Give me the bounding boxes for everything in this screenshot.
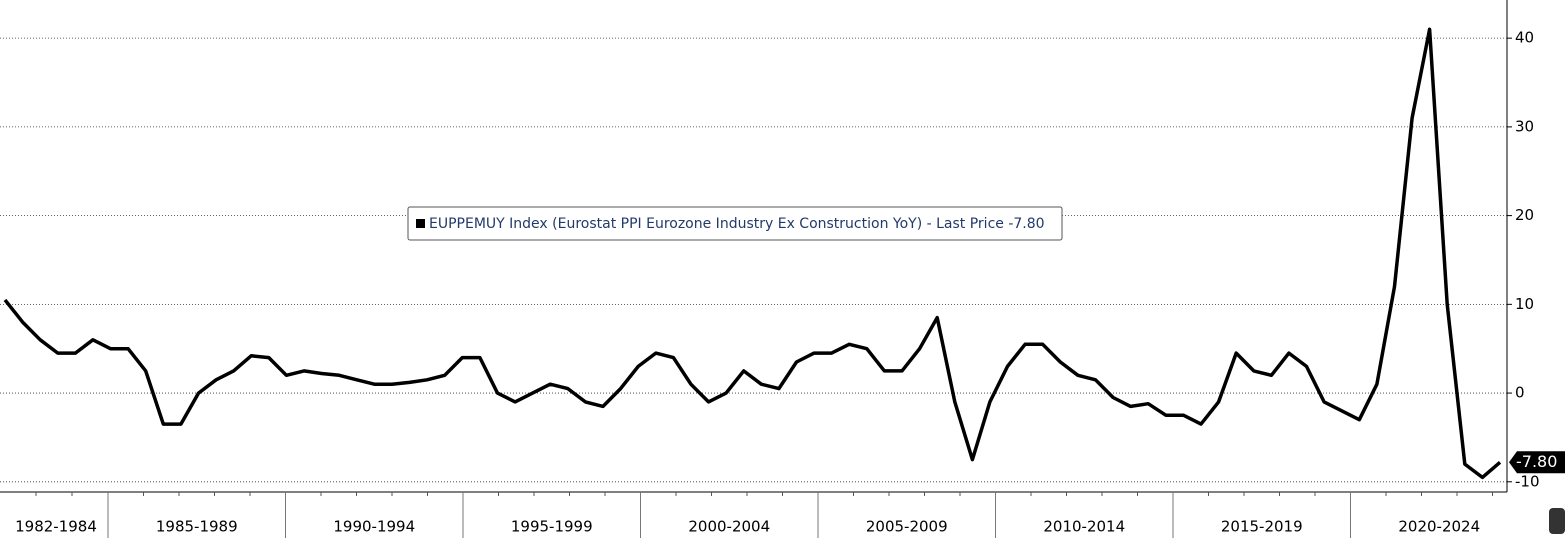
x-tick-label: 2015-2019 xyxy=(1221,518,1303,536)
x-tick-label: 2010-2014 xyxy=(1043,518,1125,536)
legend: EUPPEMUY Index (Eurostat PPI Eurozone In… xyxy=(407,206,1063,241)
y-tick-label: 20 xyxy=(1515,206,1534,224)
x-tick-label: 1985-1989 xyxy=(156,518,238,536)
x-tick-label: 1982-1984 xyxy=(15,518,97,536)
legend-swatch xyxy=(416,219,425,228)
y-tick-label: 10 xyxy=(1515,295,1534,313)
last-price-tag xyxy=(1509,451,1565,474)
x-tick-label: 2000-2004 xyxy=(688,518,770,536)
zoom-button xyxy=(1549,508,1565,534)
y-tick-label: 40 xyxy=(1515,29,1534,47)
line xyxy=(3,27,1502,480)
legend-label: EUPPEMUY Index (Eurostat PPI Eurozone In… xyxy=(429,216,1045,232)
x-tick-label: 1990-1994 xyxy=(333,518,415,536)
legend-box xyxy=(407,206,1063,241)
last-price-label: -7.80 xyxy=(1516,452,1557,471)
x-tick-label: 2020-2024 xyxy=(1398,518,1480,536)
y-tick-label: 30 xyxy=(1515,117,1534,135)
y-tick-label: 0 xyxy=(1515,384,1525,402)
x-tick-label: 1995-1999 xyxy=(511,518,593,536)
y-tick-label: -10 xyxy=(1515,472,1540,490)
x-tick-label: 2005-2009 xyxy=(866,518,948,536)
